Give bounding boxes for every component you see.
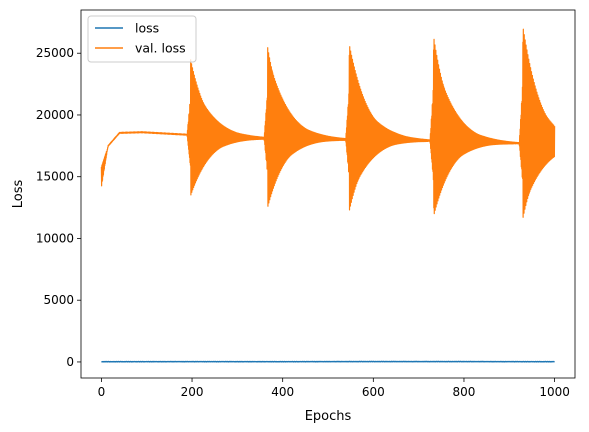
legend-entry-val-loss: val. loss bbox=[135, 41, 186, 56]
x-tick-label: 800 bbox=[453, 385, 476, 399]
y-tick-label: 25000 bbox=[36, 46, 74, 60]
x-tick-label: 200 bbox=[181, 385, 204, 399]
y-tick-label: 5000 bbox=[43, 293, 74, 307]
y-tick-label: 0 bbox=[66, 355, 74, 369]
x-tick-label: 600 bbox=[362, 385, 385, 399]
legend: loss val. loss bbox=[87, 15, 197, 63]
y-axis-label: Loss bbox=[11, 180, 26, 209]
x-tick-label: 0 bbox=[98, 385, 106, 399]
y-tick-label: 15000 bbox=[36, 170, 74, 184]
x-axis-label: Epochs bbox=[305, 409, 352, 424]
y-tick-label: 10000 bbox=[36, 231, 74, 245]
x-tick-label: 1000 bbox=[539, 385, 570, 399]
axes-frame bbox=[80, 9, 576, 379]
legend-entry-loss: loss bbox=[135, 21, 159, 36]
series-line-val-loss bbox=[100, 28, 556, 218]
x-tick-label: 400 bbox=[271, 385, 294, 399]
y-tick-label: 20000 bbox=[36, 108, 74, 122]
